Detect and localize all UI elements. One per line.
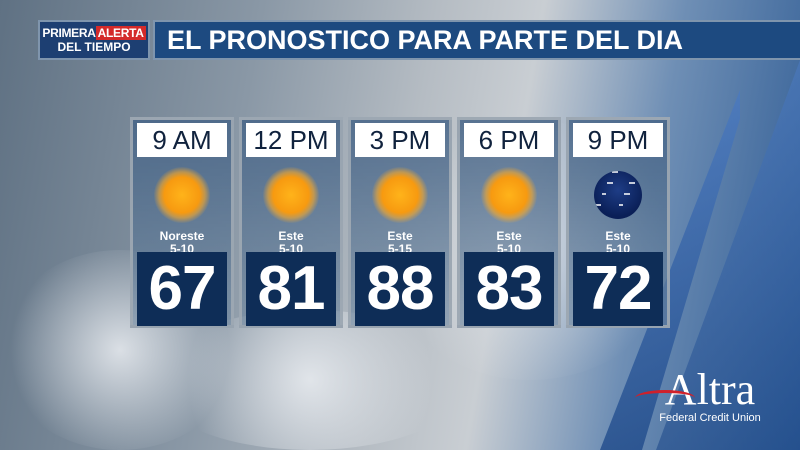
page-title: EL PRONOSTICO PARA PARTE DEL DIA: [153, 20, 800, 60]
wind-direction: Este: [278, 229, 304, 243]
wind-direction: Este: [496, 229, 522, 243]
temperature: 83: [464, 252, 554, 326]
temperature: 88: [355, 252, 445, 326]
forecast-time: 3 PM: [355, 123, 445, 157]
sun-icon: [372, 167, 428, 223]
forecast-time: 9 PM: [573, 123, 663, 157]
temperature: 72: [573, 252, 663, 326]
altra-sponsor-logo: Altra Federal Credit Union: [635, 365, 780, 424]
logo-text: DEL TIEMPO: [57, 40, 131, 54]
forecast-card: 9 PM Este 5-10 72: [566, 117, 670, 328]
primera-alerta-logo: PRIMERA ALERTA DEL TIEMPO: [38, 20, 150, 60]
wind-direction: Noreste: [159, 229, 205, 243]
logo-text: PRIMERA: [42, 26, 96, 40]
forecast-card: 9 AM Noreste 5-10 67: [130, 117, 234, 328]
forecast-card: 3 PM Este 5-15 88: [348, 117, 452, 328]
wind-direction: Este: [387, 229, 413, 243]
wind-direction: Este: [605, 229, 631, 243]
sponsor-tagline: Federal Credit Union: [659, 412, 761, 424]
clear-night-icon: [594, 171, 642, 219]
forecast-card: 6 PM Este 5-10 83: [457, 117, 561, 328]
forecast-time: 6 PM: [464, 123, 554, 157]
sun-icon: [154, 167, 210, 223]
sun-icon: [263, 167, 319, 223]
forecast-time: 12 PM: [246, 123, 336, 157]
logo-text: ALERTA: [95, 26, 146, 40]
temperature: 67: [137, 252, 227, 326]
temperature: 81: [246, 252, 336, 326]
forecast-time: 9 AM: [137, 123, 227, 157]
sun-icon: [481, 167, 537, 223]
sponsor-name: Altra: [664, 365, 756, 414]
forecast-card: 12 PM Este 5-10 81: [239, 117, 343, 328]
